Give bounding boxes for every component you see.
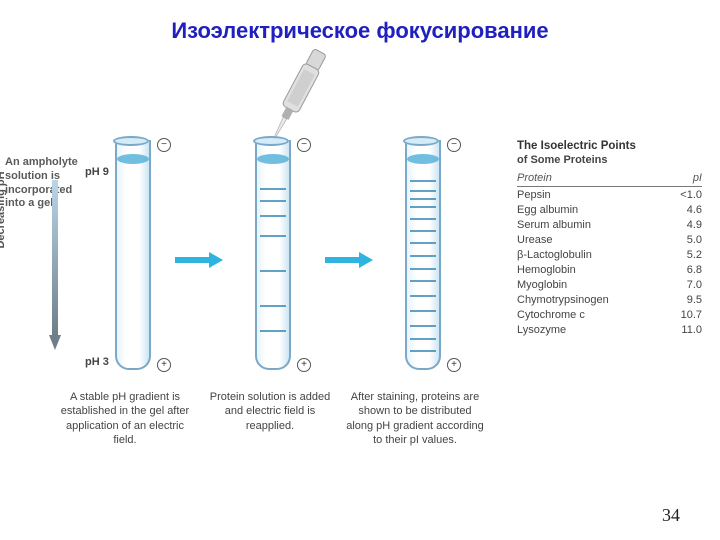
protein-pi: 5.0 <box>662 234 702 246</box>
tube-2: −+ <box>255 140 291 370</box>
table-row: Pepsin<1.0 <box>517 187 702 202</box>
isoelectric-points-table: The Isoelectric Points of Some Proteins … <box>517 140 702 337</box>
table-row: Chymotrypsinogen9.5 <box>517 292 702 307</box>
protein-name: Chymotrypsinogen <box>517 294 662 306</box>
protein-name: Urease <box>517 234 662 246</box>
tube-body <box>115 140 151 370</box>
table-row: Urease5.0 <box>517 232 702 247</box>
caption-tube-3: After staining, proteins are shown to be… <box>345 390 485 447</box>
protein-band <box>410 350 436 352</box>
protein-band <box>260 330 286 332</box>
protein-name: Cytochrome c <box>517 309 662 321</box>
protein-band <box>410 255 436 257</box>
tube-rim <box>253 136 289 146</box>
protein-band <box>410 310 436 312</box>
table-header: Protein pI <box>517 170 702 187</box>
protein-pi: 9.5 <box>662 294 702 306</box>
tube-3: −+ <box>405 140 441 370</box>
table-title: The Isoelectric Points <box>517 140 702 154</box>
protein-name: Egg albumin <box>517 204 662 216</box>
protein-pi: 5.2 <box>662 249 702 261</box>
protein-pi: <1.0 <box>662 189 702 201</box>
protein-pi: 7.0 <box>662 279 702 291</box>
protein-band <box>260 200 286 202</box>
electrode-positive: + <box>297 358 311 372</box>
table-row: β-Lactoglobulin5.2 <box>517 247 702 262</box>
table-subtitle: of Some Proteins <box>517 154 702 170</box>
protein-name: Myoglobin <box>517 279 662 291</box>
electrode-negative: − <box>297 138 311 152</box>
protein-band <box>410 218 436 220</box>
protein-band <box>410 242 436 244</box>
electrode-positive: + <box>447 358 461 372</box>
protein-band <box>410 230 436 232</box>
protein-band <box>410 180 436 182</box>
table-row: Hemoglobin6.8 <box>517 262 702 277</box>
page-title: Изоэлектрическое фокусирование <box>0 18 720 44</box>
col-protein: Protein <box>517 172 552 184</box>
protein-band <box>410 206 436 208</box>
label-ph-top: pH 9 <box>85 166 109 180</box>
tube-body <box>255 140 291 370</box>
protein-band <box>410 198 436 200</box>
page-number: 34 <box>662 505 680 526</box>
protein-band <box>410 338 436 340</box>
protein-pi: 4.6 <box>662 204 702 216</box>
protein-band <box>410 280 436 282</box>
protein-band <box>410 190 436 192</box>
gradient-arrow-icon <box>49 180 61 350</box>
protein-band <box>260 270 286 272</box>
liquid-surface <box>257 154 289 164</box>
electrode-positive: + <box>157 358 171 372</box>
electrode-negative: − <box>447 138 461 152</box>
liquid-surface <box>407 154 439 164</box>
protein-name: Serum albumin <box>517 219 662 231</box>
table-row: Myoglobin7.0 <box>517 277 702 292</box>
protein-pi: 4.9 <box>662 219 702 231</box>
protein-band <box>260 188 286 190</box>
protein-band <box>410 295 436 297</box>
pipette-icon <box>260 40 330 150</box>
protein-pi: 6.8 <box>662 264 702 276</box>
label-decreasing-ph: Decreasing pH <box>0 160 9 260</box>
protein-band <box>410 325 436 327</box>
tube-rim <box>113 136 149 146</box>
table-row: Egg albumin4.6 <box>517 202 702 217</box>
protein-band <box>410 268 436 270</box>
label-ph-bottom: pH 3 <box>85 356 109 370</box>
protein-name: Lysozyme <box>517 324 662 336</box>
caption-tube-1: A stable pH gradient is established in t… <box>55 390 195 447</box>
diagram: An ampholyte solution is incorporated in… <box>5 70 515 490</box>
table-row: Lysozyme11.0 <box>517 322 702 337</box>
table-row: Serum albumin4.9 <box>517 217 702 232</box>
liquid-surface <box>117 154 149 164</box>
table-row: Cytochrome c10.7 <box>517 307 702 322</box>
electrode-negative: − <box>157 138 171 152</box>
annotation-ampholyte: An ampholyte solution is incorporated in… <box>5 156 85 211</box>
protein-name: β-Lactoglobulin <box>517 249 662 261</box>
tube-rim <box>403 136 439 146</box>
tube-1: −+ <box>115 140 151 370</box>
tube-body <box>405 140 441 370</box>
protein-band <box>260 235 286 237</box>
protein-pi: 10.7 <box>662 309 702 321</box>
protein-pi: 11.0 <box>662 324 702 336</box>
protein-name: Pepsin <box>517 189 662 201</box>
protein-band <box>260 215 286 217</box>
flow-arrow-icon <box>325 250 373 270</box>
protein-name: Hemoglobin <box>517 264 662 276</box>
flow-arrow-icon <box>175 250 223 270</box>
col-pi: pI <box>693 172 702 184</box>
protein-band <box>260 305 286 307</box>
caption-tube-2: Protein solution is added and electric f… <box>200 390 340 433</box>
